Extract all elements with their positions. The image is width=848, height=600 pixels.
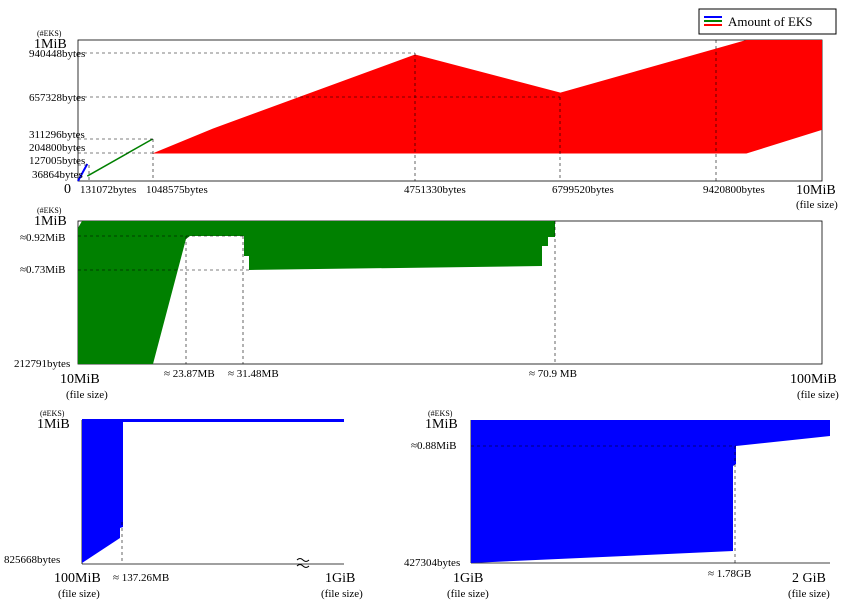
panel-4-xtick: ≈ 1.78GB: [708, 568, 751, 580]
panel-4-xsize: (file size): [788, 588, 830, 600]
panel-2-xtick: ≈ 31.48MB: [228, 368, 279, 380]
panel-1-ytick: 204800bytes: [29, 142, 85, 154]
panel-2-xsize: (file size): [66, 389, 108, 401]
panel-3-ytick: 825668bytes: [4, 554, 60, 566]
panel-2-guides: [78, 221, 556, 364]
panel-2-xsize: (file size): [797, 389, 839, 401]
panel-2-xtick: 10MiB: [60, 372, 100, 387]
panel-4-guides: [471, 445, 736, 563]
panel-1: (#EKS) 1MiB 940448bytes 657328bytes 3112…: [29, 29, 838, 211]
panel-3-blue-line: [82, 419, 344, 422]
panel-4-blue-area: [471, 420, 830, 563]
panel-2-xtick: ≈ 23.87MB: [164, 368, 215, 380]
panel-1-xtick: 6799520bytes: [552, 184, 614, 196]
panel-4-xsize: (file size): [447, 588, 489, 600]
panel-4-top-label: 1MiB: [425, 417, 458, 432]
panel-2: (#EKS) 1MiB ≈0.92MiB ≈0.73MiB 212791byte…: [14, 206, 839, 401]
panel-1-blue-line: [77, 163, 89, 182]
panel-1-ytick: 311296bytes: [29, 129, 85, 141]
panel-2-xtick: 100MiB: [790, 372, 837, 387]
panel-1-xtick: 131072bytes: [80, 184, 136, 196]
panel-1-xtick: 9420800bytes: [703, 184, 765, 196]
panel-2-ytick: ≈0.73MiB: [20, 264, 65, 276]
legend: Amount of EKS: [698, 8, 837, 35]
panel-4-ytick: ≈0.88MiB: [411, 440, 456, 452]
panel-4-ytick: 427304bytes: [404, 557, 460, 569]
panel-4-unit: (#EKS): [428, 409, 453, 418]
panel-3-blue-area: [82, 420, 123, 563]
panel-3-xtick: ≈ 137.26MB: [113, 572, 169, 584]
panel-4-xtick: 2 GiB: [792, 571, 826, 586]
panel-1-unit: (#EKS): [37, 29, 62, 38]
panel-2-top-label: 1MiB: [34, 214, 67, 229]
panel-2-ytick: ≈0.92MiB: [20, 232, 65, 244]
legend-label: Amount of EKS: [728, 14, 813, 29]
panel-3-unit: (#EKS): [40, 409, 65, 418]
panel-1-green-line: [86, 138, 153, 177]
panel-1-xsize: (file size): [796, 199, 838, 211]
panel-1-ytick: 36864bytes: [32, 169, 83, 181]
panel-3-xsize: (file size): [321, 588, 363, 600]
panel-3: (#EKS) 1MiB 825668bytes 100MiB (file siz…: [4, 409, 363, 600]
panel-3-xsize: (file size): [58, 588, 100, 600]
panel-3-top-label: 1MiB: [37, 417, 70, 432]
panel-1-ytick: 940448bytes: [29, 48, 85, 60]
panel-2-xtick: ≈ 70.9 MB: [529, 368, 577, 380]
panel-1-guides: [78, 40, 717, 181]
panel-4: (#EKS) 1MiB ≈0.88MiB 427304bytes 1GiB (f…: [404, 409, 830, 600]
panel-1-ytick: 657328bytes: [29, 92, 85, 104]
panel-2-ytick: 212791bytes: [14, 358, 70, 370]
panel-1-xtick: 1048575bytes: [146, 184, 208, 196]
panel-2-green-area: [78, 221, 555, 364]
panel-1-ytick: 127005bytes: [29, 155, 85, 167]
panel-1-xtick: 0: [64, 182, 71, 197]
panel-4-xtick: 1GiB: [453, 571, 483, 586]
panel-1-xtick: 4751330bytes: [404, 184, 466, 196]
panel-2-unit: (#EKS): [37, 206, 62, 215]
panel-3-xtick: 100MiB: [54, 571, 101, 586]
panel-3-xtick: 1GiB: [325, 571, 355, 586]
panel-3-axis-break: [296, 558, 310, 568]
panel-1-top-label: 1MiB: [34, 37, 67, 52]
panel-1-xtick: 10MiB: [796, 183, 836, 198]
